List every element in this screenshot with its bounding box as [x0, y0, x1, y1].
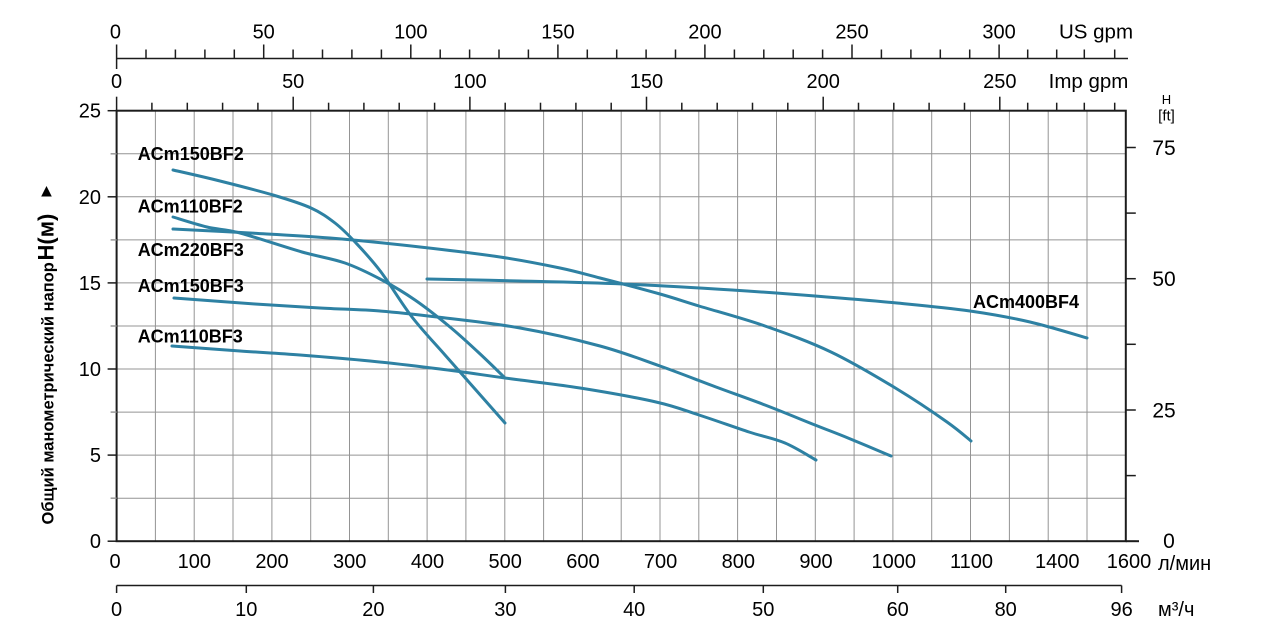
svg-text:800: 800 — [722, 551, 755, 573]
svg-text:96: 96 — [1110, 599, 1132, 621]
svg-text:0: 0 — [1163, 530, 1175, 553]
svg-text:250: 250 — [835, 22, 868, 44]
svg-text:75: 75 — [1152, 137, 1175, 160]
svg-text:150: 150 — [541, 22, 574, 44]
svg-text:ACm220BF3: ACm220BF3 — [138, 240, 244, 260]
svg-text:H: H — [1162, 92, 1171, 107]
svg-text:H(м): H(м) — [34, 214, 59, 261]
svg-text:15: 15 — [79, 273, 101, 295]
svg-text:л/мин: л/мин — [1158, 553, 1211, 575]
svg-text:600: 600 — [566, 551, 599, 573]
svg-text:25: 25 — [1152, 400, 1175, 423]
svg-text:1000: 1000 — [872, 551, 917, 573]
svg-text:ACm150BF3: ACm150BF3 — [138, 276, 244, 296]
svg-text:ACm400BF4: ACm400BF4 — [973, 292, 1079, 312]
svg-text:0: 0 — [90, 531, 101, 553]
svg-text:900: 900 — [799, 551, 832, 573]
svg-text:1400: 1400 — [1035, 551, 1080, 573]
svg-text:700: 700 — [644, 551, 677, 573]
svg-text:500: 500 — [489, 551, 522, 573]
svg-text:50: 50 — [752, 599, 774, 621]
svg-text:1600: 1600 — [1107, 551, 1152, 573]
svg-text:ACm110BF2: ACm110BF2 — [138, 196, 243, 216]
svg-text:Imp gpm: Imp gpm — [1049, 70, 1129, 93]
svg-text:10: 10 — [79, 359, 101, 381]
svg-text:0: 0 — [109, 551, 120, 573]
svg-text:ACm150BF2: ACm150BF2 — [138, 144, 244, 164]
svg-text:100: 100 — [394, 22, 427, 44]
svg-text:80: 80 — [995, 599, 1017, 621]
svg-text:40: 40 — [623, 599, 645, 621]
svg-text:100: 100 — [178, 551, 211, 573]
svg-text:30: 30 — [494, 599, 516, 621]
svg-text:400: 400 — [411, 551, 444, 573]
svg-text:ACm110BF3: ACm110BF3 — [138, 327, 243, 347]
svg-text:0: 0 — [111, 71, 122, 93]
svg-text:[ft]: [ft] — [1158, 108, 1175, 125]
svg-text:50: 50 — [282, 71, 304, 93]
svg-text:1100: 1100 — [950, 551, 993, 573]
svg-text:0: 0 — [111, 599, 122, 621]
svg-text:250: 250 — [983, 71, 1016, 93]
svg-text:300: 300 — [982, 22, 1015, 44]
svg-text:150: 150 — [630, 71, 663, 93]
svg-text:м³/ч: м³/ч — [1158, 599, 1194, 621]
svg-text:200: 200 — [688, 22, 721, 44]
svg-text:300: 300 — [333, 551, 366, 573]
svg-text:50: 50 — [1152, 268, 1175, 291]
svg-text:5: 5 — [90, 445, 101, 467]
svg-text:US gpm: US gpm — [1059, 21, 1133, 44]
svg-text:100: 100 — [453, 71, 486, 93]
svg-text:20: 20 — [362, 599, 384, 621]
svg-text:0: 0 — [110, 22, 121, 44]
svg-text:200: 200 — [807, 71, 840, 93]
svg-text:50: 50 — [253, 22, 275, 44]
svg-text:25: 25 — [79, 101, 101, 123]
svg-text:200: 200 — [255, 551, 288, 573]
svg-text:10: 10 — [235, 599, 257, 621]
svg-text:Общий манометрический напор: Общий манометрический напор — [40, 262, 58, 524]
svg-text:20: 20 — [79, 187, 101, 209]
svg-text:60: 60 — [887, 599, 909, 621]
